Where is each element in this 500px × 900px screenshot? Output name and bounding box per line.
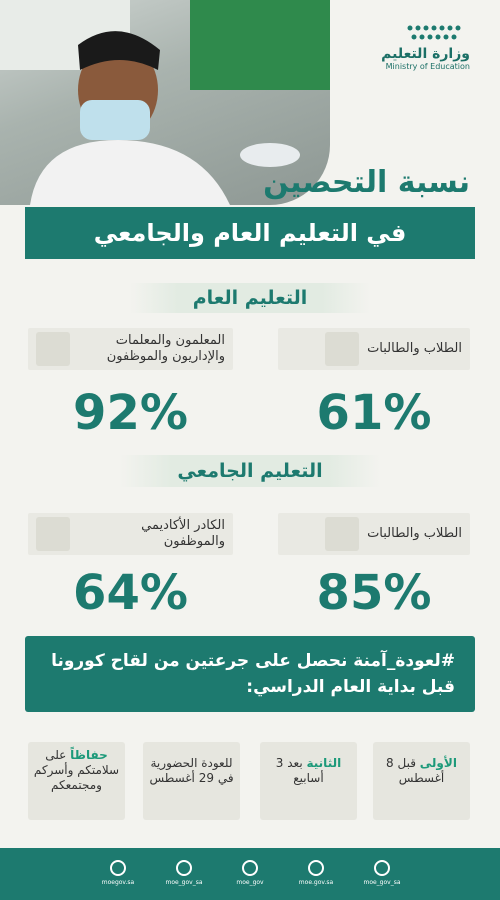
photo-illustration <box>0 0 330 205</box>
group-label: المعلمون والمعلمات والإداريون والموظفون <box>106 333 225 364</box>
footer: moegov.sa moe_gov_sa moe_gov moe.gov.sa … <box>0 848 500 900</box>
group-card: الطلاب والطالبات <box>278 328 470 370</box>
subtitle: في التعليم العام والجامعي <box>25 207 475 259</box>
link-text: moe_gov_sa <box>165 879 203 886</box>
social-link[interactable]: moegov.sa <box>88 860 148 900</box>
step-highlight: الثانية <box>306 756 342 770</box>
link-text: moe_gov <box>236 879 264 886</box>
group-label: الكادر الأكاديمي والموظفون <box>141 518 225 549</box>
percentage: 92% <box>73 385 188 441</box>
ministry-name: وزارة التعليم <box>381 46 470 62</box>
campaign-banner: #لعودة_آمنة نحصل على جرعتين من لقاح كورو… <box>25 636 475 712</box>
group-label: الطلاب والطالبات <box>367 526 462 541</box>
step-highlight: حفاظاً <box>70 748 108 762</box>
percentage: 64% <box>73 565 188 621</box>
social-link[interactable]: moe_gov_sa <box>154 860 214 900</box>
step-box: حفاظاً على سلامتكم وأسركم ومجتمعكم <box>28 742 125 820</box>
step-box: الثانية بعد 3 أسابيع <box>260 742 357 820</box>
percentage: 85% <box>316 565 432 621</box>
link-text: moe_gov_sa <box>363 879 401 886</box>
step-text: بعد 3 أسابيع <box>275 756 324 785</box>
photo <box>0 0 330 205</box>
icon <box>325 517 360 551</box>
social-link[interactable]: moe_gov <box>220 860 280 900</box>
step-text: قبل 8 أغسطس <box>386 756 445 785</box>
icon <box>36 332 70 366</box>
icon <box>36 517 70 551</box>
percentage: 61% <box>316 385 432 441</box>
link-text: moe.gov.sa <box>298 879 334 886</box>
icon <box>325 332 360 366</box>
step-box: للعودة الحضورية في 29 أغسطس <box>143 742 240 820</box>
step-box: الأولى قبل 8 أغسطس <box>373 742 470 820</box>
logo: وزارة التعليم Ministry of Education <box>340 20 470 71</box>
group-card: المعلمون والمعلمات والإداريون والموظفون <box>28 328 233 370</box>
logo-mark <box>407 25 461 40</box>
section-heading: التعليم الجامعي <box>120 455 380 487</box>
group-card: الكادر الأكاديمي والموظفون <box>28 513 233 555</box>
social-link[interactable]: moe.gov.sa <box>286 860 346 900</box>
title: نسبة التحصين <box>263 165 470 200</box>
social-link[interactable]: moe_gov_sa <box>352 860 412 900</box>
section-heading: التعليم العام <box>130 283 370 313</box>
step-text: على سلامتكم وأسركم ومجتمعكم <box>33 748 120 792</box>
group-label: الطلاب والطالبات <box>367 341 462 356</box>
link-text: moegov.sa <box>101 879 135 886</box>
group-card: الطلاب والطالبات <box>278 513 470 555</box>
ministry-name-en: Ministry of Education <box>385 62 470 71</box>
step-highlight: الأولى <box>419 756 457 770</box>
step-text: للعودة الحضورية في 29 أغسطس <box>149 756 234 785</box>
